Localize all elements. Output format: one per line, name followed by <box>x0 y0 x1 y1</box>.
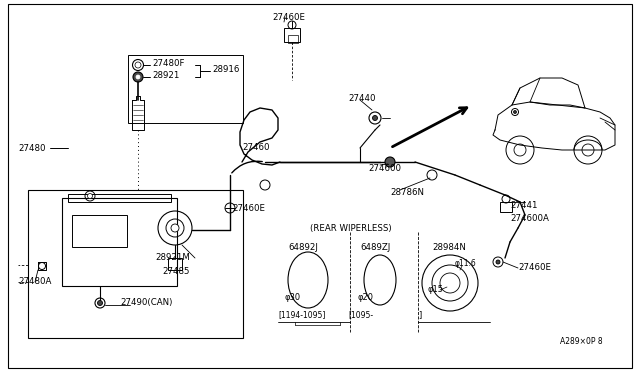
Text: 28984N: 28984N <box>432 244 466 253</box>
Bar <box>168 258 182 270</box>
Text: φ15: φ15 <box>428 285 444 295</box>
Text: 28916: 28916 <box>212 64 239 74</box>
Text: 27480F: 27480F <box>152 58 184 67</box>
Bar <box>284 28 300 42</box>
Text: 27460: 27460 <box>242 142 269 151</box>
Circle shape <box>88 193 93 199</box>
Text: ]: ] <box>418 311 421 320</box>
Text: [1194-1095]: [1194-1095] <box>278 311 325 320</box>
Text: 28786N: 28786N <box>390 187 424 196</box>
Text: 27441: 27441 <box>510 201 538 209</box>
Circle shape <box>97 301 102 305</box>
Text: 27460E: 27460E <box>518 263 551 273</box>
Bar <box>72 215 127 247</box>
Text: 27485: 27485 <box>162 267 189 276</box>
Bar <box>128 55 243 123</box>
Circle shape <box>496 260 500 264</box>
Text: 64892J: 64892J <box>288 244 318 253</box>
Circle shape <box>171 224 179 232</box>
Text: A289×0P 8: A289×0P 8 <box>560 337 603 346</box>
Circle shape <box>133 72 143 82</box>
Text: 27460E: 27460E <box>272 13 305 22</box>
Text: 27440: 27440 <box>348 93 376 103</box>
Bar <box>288 35 298 43</box>
Text: 6489ZJ: 6489ZJ <box>360 244 390 253</box>
Circle shape <box>372 115 378 121</box>
Text: φ20: φ20 <box>358 294 374 302</box>
Circle shape <box>136 75 140 79</box>
Bar <box>62 198 177 286</box>
Text: φ11.6: φ11.6 <box>455 260 477 269</box>
Text: φ30: φ30 <box>285 294 301 302</box>
Text: 27490(CAN): 27490(CAN) <box>120 298 172 308</box>
Text: 27460E: 27460E <box>232 203 265 212</box>
Circle shape <box>513 110 516 113</box>
Text: (REAR WIPERLESS): (REAR WIPERLESS) <box>310 224 392 232</box>
Text: 27480A: 27480A <box>18 278 51 286</box>
Text: [1095-: [1095- <box>348 311 373 320</box>
Text: 27480: 27480 <box>18 144 45 153</box>
Text: 274600A: 274600A <box>510 214 549 222</box>
Bar <box>28 190 243 338</box>
Text: 274600: 274600 <box>368 164 401 173</box>
Text: 28921: 28921 <box>152 71 179 80</box>
Text: 28921M: 28921M <box>155 253 190 263</box>
Ellipse shape <box>364 255 396 305</box>
Ellipse shape <box>288 252 328 308</box>
Bar <box>500 202 512 212</box>
Bar <box>68 194 171 202</box>
Circle shape <box>385 157 395 167</box>
